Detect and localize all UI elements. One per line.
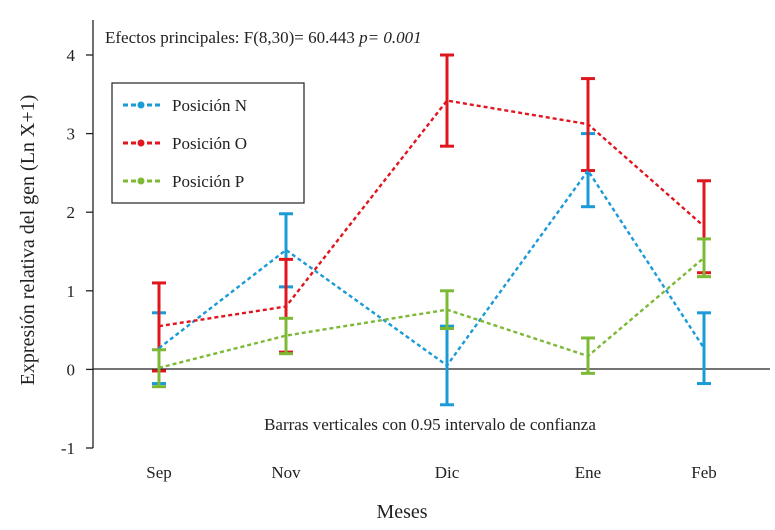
y-tick-label: -1 — [61, 439, 75, 458]
y-tick-label: 1 — [67, 282, 76, 301]
x-tick-label: Ene — [575, 463, 601, 482]
y-tick-label: 0 — [67, 360, 76, 379]
x-tick-label: Dic — [435, 463, 460, 482]
legend-marker — [137, 101, 145, 109]
annotation-effects: Efectos principales: F(8,30)= 60.443 p= … — [105, 28, 422, 47]
x-axis-title: Meses — [376, 501, 427, 523]
x-tick-labels: Sep Nov Dic Ene Feb — [146, 463, 717, 482]
y-ticks: -1 0 1 2 3 4 — [61, 46, 93, 458]
legend-label: Posición N — [172, 96, 247, 115]
x-tick-label: Nov — [271, 463, 301, 482]
series-line — [158, 99, 705, 328]
annotation-confidence: Barras verticales con 0.95 intervalo de … — [264, 415, 596, 434]
series-lines — [158, 99, 706, 369]
legend-marker — [137, 177, 145, 185]
series-line — [158, 256, 705, 369]
x-tick-label: Sep — [146, 463, 172, 482]
series-line — [158, 168, 706, 368]
x-tick-label: Feb — [691, 463, 717, 482]
legend: Posición N Posición O Posición P — [111, 82, 305, 204]
error-bars — [152, 53, 711, 407]
y-tick-label: 3 — [67, 125, 76, 144]
legend-box — [111, 82, 305, 204]
y-tick-label: 4 — [67, 46, 76, 65]
legend-label: Posición P — [172, 172, 244, 191]
legend-marker — [137, 139, 145, 147]
y-axis-title: Expresión relativa del gen (Ln X+1) — [17, 95, 39, 386]
plot-area: -1 0 1 2 3 4 Sep Nov Dic Ene Feb — [61, 20, 770, 482]
legend-label: Posición O — [172, 134, 247, 153]
y-tick-label: 2 — [67, 203, 76, 222]
